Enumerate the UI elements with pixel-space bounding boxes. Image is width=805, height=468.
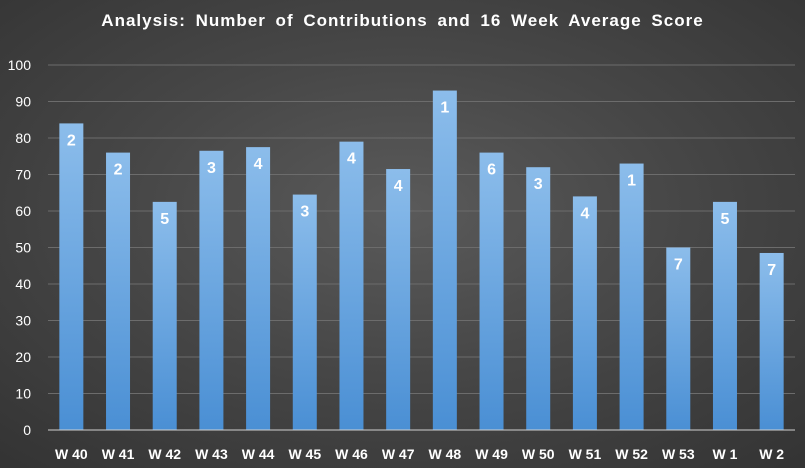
bar	[712, 201, 737, 430]
data-label: 1	[440, 100, 449, 117]
data-label: 4	[580, 205, 589, 222]
x-tick-label: W 40	[55, 446, 88, 462]
bar	[339, 141, 364, 430]
x-tick-label: W 41	[102, 446, 135, 462]
x-tick-label: W 52	[615, 446, 648, 462]
x-tick-label: W 45	[288, 446, 321, 462]
y-tick-label: 40	[15, 276, 31, 292]
data-label: 3	[534, 176, 543, 193]
data-label: 6	[487, 162, 496, 179]
bar	[292, 194, 317, 430]
bar	[199, 150, 224, 430]
data-label: 4	[347, 151, 356, 168]
y-tick-label: 90	[15, 94, 31, 110]
bar	[572, 196, 597, 430]
bar	[246, 147, 271, 430]
x-tick-label: W 53	[662, 446, 695, 462]
y-tick-label: 50	[15, 240, 31, 256]
x-tick-label: W 43	[195, 446, 228, 462]
bar	[152, 201, 177, 430]
x-axis-ticks: W 40 W 41 W 42 W 43 W 44 W 45 W 46 W 47 W 48 W 49…	[55, 446, 784, 462]
x-tick-label: W 50	[522, 446, 555, 462]
data-label: 3	[207, 160, 216, 177]
y-tick-label: 0	[23, 422, 31, 438]
data-labels: 2 2 5 3 4 3 4 4 1 6 3 4 1 7 5 7	[67, 100, 776, 279]
bar	[106, 152, 131, 430]
x-tick-label: W 51	[569, 446, 602, 462]
data-label: 3	[300, 204, 309, 221]
chart-title: Analysis: Number of Contributions and 16…	[101, 11, 704, 30]
data-label: 1	[627, 173, 636, 190]
data-label: 7	[767, 262, 776, 279]
data-label: 4	[394, 178, 403, 195]
x-tick-label: W 44	[242, 446, 275, 462]
y-tick-label: 60	[15, 203, 31, 219]
y-tick-label: 70	[15, 167, 31, 183]
x-tick-label: W 46	[335, 446, 368, 462]
data-label: 7	[674, 257, 683, 274]
bar	[526, 167, 551, 430]
data-label: 5	[721, 211, 730, 228]
bar	[759, 252, 784, 430]
y-axis-ticks: 0 10 20 30 40 50 60 70 80 90 100	[8, 57, 32, 438]
x-tick-label: W 48	[429, 446, 462, 462]
y-tick-label: 100	[8, 57, 32, 73]
x-tick-label: W 42	[148, 446, 181, 462]
data-label: 5	[160, 211, 169, 228]
y-tick-label: 10	[15, 386, 31, 402]
y-tick-label: 80	[15, 130, 31, 146]
bar	[479, 152, 504, 430]
x-tick-label: W 1	[713, 446, 738, 462]
data-label: 4	[254, 156, 263, 173]
bar	[666, 247, 691, 430]
bar	[432, 90, 457, 431]
bar	[619, 163, 644, 431]
x-tick-label: W 2	[759, 446, 784, 462]
data-label: 2	[114, 162, 123, 179]
y-tick-label: 30	[15, 313, 31, 329]
x-tick-label: W 47	[382, 446, 415, 462]
x-tick-label: W 49	[475, 446, 508, 462]
bar	[59, 123, 84, 431]
bars	[59, 90, 784, 431]
bar	[386, 169, 411, 430]
data-label: 2	[67, 132, 76, 149]
y-tick-label: 20	[15, 349, 31, 365]
